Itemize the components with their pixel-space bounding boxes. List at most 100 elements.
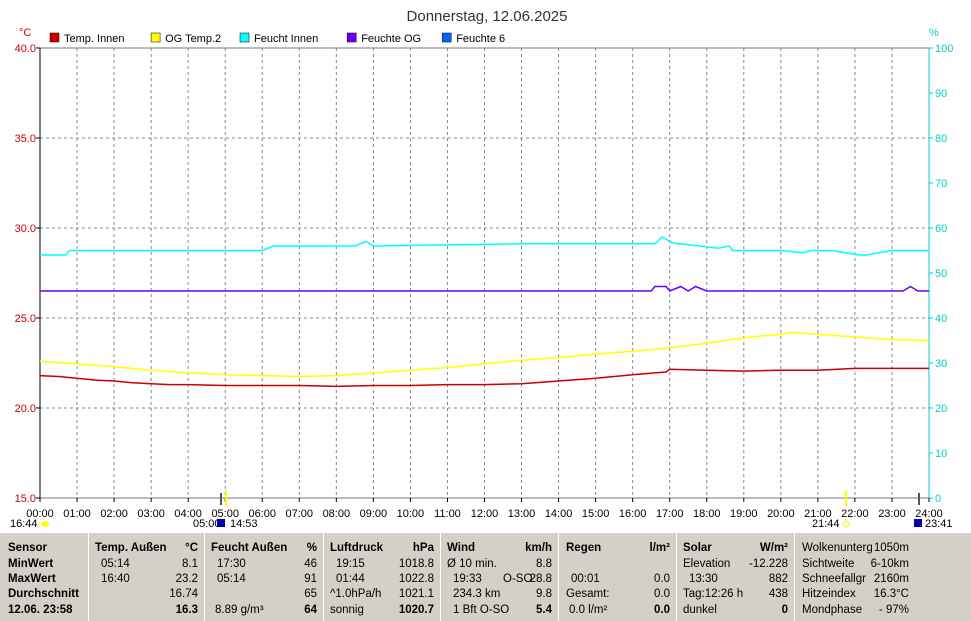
x-tick-label: 18:00 — [693, 508, 721, 520]
right-tick-label: 50 — [935, 268, 947, 280]
x-tick-label: 01:00 — [63, 508, 91, 520]
wind-gust-direction: O-SO — [503, 573, 533, 585]
x-tick-label: 21:00 — [804, 508, 832, 520]
heat-index-label: Hitzeindex — [802, 588, 856, 600]
humidity-avg: 65 — [304, 588, 317, 600]
x-tick-label: 24:00 — [915, 508, 943, 520]
temp-header: Temp. Außen — [95, 542, 167, 554]
wind-avg-value: 8.8 — [536, 558, 552, 570]
durchschnitt-label: Durchschnitt — [8, 588, 79, 600]
minwert-label: MinWert — [8, 558, 54, 570]
right-tick-label: 20 — [935, 403, 947, 415]
marker-time-left-mid2: 14:53 — [230, 518, 258, 530]
rain-total-value: 0.0 — [654, 588, 670, 600]
x-tick-label: 16:00 — [619, 508, 647, 520]
solar-max-value: 882 — [768, 573, 788, 585]
summary-table: Sensor MinWert MaxWert Durchschnitt 12.0… — [0, 533, 971, 621]
humidity-absolute: 8.89 g/m³ — [215, 604, 264, 616]
right-tick-label: 30 — [935, 358, 947, 370]
series-line-feuchte-og — [40, 285, 929, 292]
legend-label: OG Temp.2 — [165, 33, 221, 45]
x-tick-label: 20:00 — [767, 508, 795, 520]
pressure-trend-label: ^1.0hPa/h — [330, 588, 382, 600]
x-tick-label: 15:00 — [582, 508, 610, 520]
pressure-header: Luftdruck — [330, 542, 384, 554]
wind-run-value: 9.8 — [536, 588, 552, 600]
left-tick-label: 35.0 — [15, 133, 36, 145]
humidity-max-time: 05:14 — [217, 573, 246, 585]
temp-min-time: 05:14 — [101, 558, 130, 570]
rain-rate: 0.0 l/m² — [569, 604, 608, 616]
wind-column: Wind km/h Ø 10 min. 8.8 19:33 O-SO 28.8 … — [441, 533, 559, 621]
humidity-unit: % — [306, 542, 317, 554]
humidity-current: 64 — [304, 604, 317, 616]
wind-beaufort: 1 Bft O-SO — [453, 604, 510, 616]
temp-max-time: 16:40 — [101, 573, 130, 585]
wind-current: 5.4 — [536, 604, 552, 616]
x-tick-label: 02:00 — [100, 508, 128, 520]
x-tick-label: 17:00 — [656, 508, 684, 520]
right-tick-label: 100 — [935, 43, 953, 55]
solar-column: Solar W/m² Elevation -12.228 13:30 882 T… — [677, 533, 795, 621]
sun-icon — [41, 521, 49, 527]
weather-chart: Donnerstag, 12.06.2025 °C % Temp. Innen OG T… — [10, 8, 953, 530]
left-tick-label: 15.0 — [15, 493, 36, 505]
x-tick-label: 07:00 — [286, 508, 314, 520]
legend-swatch — [150, 32, 161, 43]
pressure-current: 1020.7 — [398, 604, 434, 616]
sensor-header: Sensor — [8, 542, 47, 554]
series-line-temp-innen — [39, 367, 929, 388]
x-tick-label: 08:00 — [323, 508, 351, 520]
moon-icon — [217, 519, 225, 527]
rain-time-value: 0.0 — [654, 573, 670, 585]
rain-total-label: Gesamt: — [566, 588, 610, 600]
sensor-column: Sensor MinWert MaxWert Durchschnitt 12.0… — [0, 533, 89, 621]
temp-unit: °C — [185, 542, 198, 554]
right-tick-label: 10 — [935, 448, 947, 460]
series-line-feucht-innen — [40, 236, 929, 256]
humidity-min-value: 46 — [304, 558, 317, 570]
legend-swatch — [346, 32, 357, 43]
marker-time-right-top: 21:44 — [812, 518, 840, 530]
series-line-og-temp-2 — [39, 331, 930, 378]
left-axis-unit: °C — [19, 27, 31, 39]
humidity-min-time: 17:30 — [217, 558, 246, 570]
x-tick-label: 13:00 — [508, 508, 536, 520]
snowline-value: 2160m — [873, 573, 909, 585]
moon-icon-right — [914, 519, 922, 527]
chart-title: Donnerstag, 12.06.2025 — [407, 8, 568, 25]
rain-current: 0.0 — [654, 604, 670, 616]
snowline-label: Schneefallgr — [802, 573, 866, 585]
x-tick-label: 19:00 — [730, 508, 758, 520]
moon-phase-label: Mondphase — [802, 604, 863, 616]
right-tick-label: 70 — [935, 178, 947, 190]
legend-swatch — [239, 32, 250, 43]
x-tick-label: 06:00 — [248, 508, 276, 520]
extra-column: Wolkenunterg 1050m Sichtweite 6-10km Sch… — [795, 533, 911, 621]
visibility-label: Sichtweite — [802, 558, 855, 570]
x-tick-label: 09:00 — [360, 508, 388, 520]
rain-header: Regen — [566, 542, 602, 554]
rain-column: Regen l/m² 00:01 0.0 Gesamt: 0.0 0.0 l/m… — [559, 533, 677, 621]
x-tick-label: 12:00 — [471, 508, 499, 520]
left-tick-label: 30.0 — [15, 223, 36, 235]
pressure-forecast: sonnig — [330, 604, 364, 616]
table-filler — [911, 533, 971, 621]
x-tick-label: 03:00 — [137, 508, 165, 520]
solar-current: 0 — [781, 604, 788, 616]
humidity-header: Feucht Außen — [211, 542, 288, 554]
legend-label: Feuchte OG — [361, 33, 421, 45]
solar-day-value: 438 — [768, 588, 788, 600]
x-tick-label: 04:00 — [174, 508, 202, 520]
legend-label: Feucht Innen — [254, 33, 318, 45]
marker-time-left-top: 16:44 — [10, 518, 38, 530]
legend-label: Feuchte 6 — [456, 33, 505, 45]
wind-gust-value: 28.8 — [529, 573, 552, 585]
pressure-unit: hPa — [412, 542, 434, 554]
solar-day-length: Tag:12:26 h — [683, 588, 744, 600]
marker-time-left-mid: 05:00 — [193, 518, 221, 530]
wind-run: 234.3 km — [453, 588, 501, 600]
right-tick-label: 80 — [935, 133, 947, 145]
solar-state: dunkel — [683, 604, 717, 616]
rain-unit: l/m² — [649, 542, 670, 554]
